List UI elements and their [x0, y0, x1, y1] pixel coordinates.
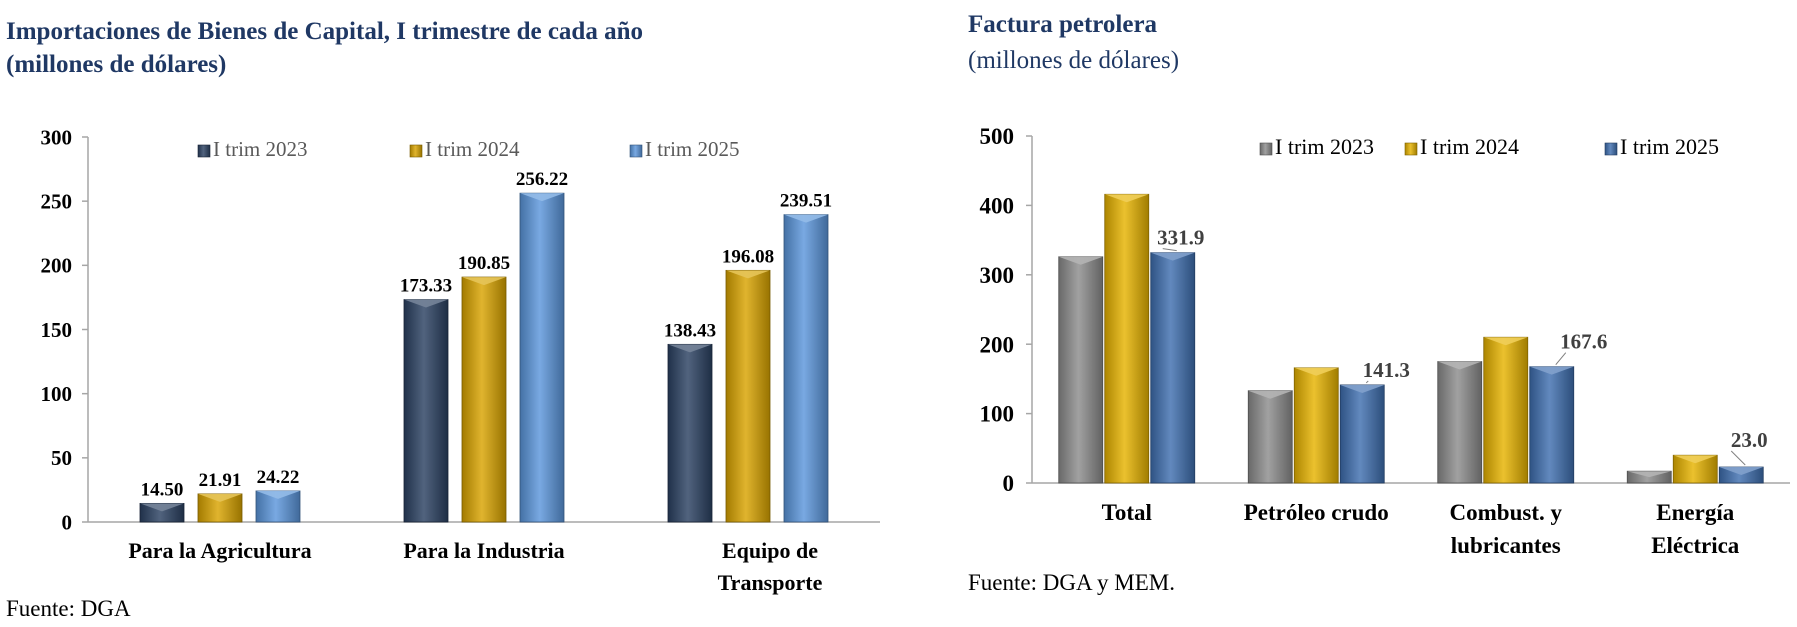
- category-label: Para la Agricultura: [128, 538, 311, 563]
- bar-cap: [1248, 390, 1293, 399]
- legend-label: I trim 2024: [425, 137, 520, 161]
- category-label: lubricantes: [1451, 533, 1561, 558]
- category-label: Petróleo crudo: [1244, 500, 1389, 525]
- chart-source: Fuente: DGA: [6, 596, 131, 621]
- chart-subtitle: (millones de dólares): [6, 51, 227, 78]
- bar-cap: [1340, 384, 1385, 393]
- bar-cap: [1483, 337, 1528, 346]
- data-label: 23.0: [1731, 428, 1768, 452]
- y-tick-label: 300: [980, 263, 1015, 288]
- bar-cap: [1294, 367, 1339, 376]
- bar-cap: [1437, 361, 1482, 370]
- data-label: 173.33: [400, 276, 452, 297]
- legend-swatch: [629, 144, 643, 158]
- capital-goods-bar-chart: 0 50 100 150 200 250 300 14.50 173.33 138.43 21.91…: [41, 125, 880, 595]
- bar-cap: [726, 270, 770, 279]
- chart-title: Factura petrolera: [968, 11, 1158, 38]
- oil-bill-panel: Factura petrolera (millones de dólares) …: [960, 0, 1797, 627]
- bar-cap: [668, 344, 712, 353]
- bar-cap: [404, 299, 448, 308]
- legend-swatch: [1604, 142, 1618, 156]
- bar-cap: [1719, 467, 1764, 476]
- bar: [1293, 367, 1339, 484]
- bar-cap: [198, 493, 242, 502]
- legend-swatch: [197, 144, 211, 158]
- bar-cap: [140, 503, 184, 512]
- data-label: 141.3: [1363, 358, 1410, 382]
- y-tick-label: 0: [1003, 471, 1015, 496]
- capital-goods-imports-panel: Importaciones de Bienes de Capital, I tr…: [6, 18, 880, 621]
- data-label-leader: [1162, 248, 1177, 252]
- legend-swatch: [1259, 142, 1273, 156]
- bar: [1247, 390, 1293, 484]
- data-label: 331.9: [1157, 226, 1204, 250]
- y-tick-label: 300: [41, 125, 73, 149]
- category-label: Eléctrica: [1651, 533, 1740, 558]
- data-label: 138.43: [664, 320, 716, 341]
- bar: [725, 269, 771, 523]
- bar-cap: [1627, 471, 1672, 478]
- data-label: 14.50: [141, 479, 184, 500]
- bar: [1437, 361, 1483, 484]
- bar-cap: [784, 214, 828, 223]
- y-tick-label: 150: [41, 318, 73, 342]
- y-tick-label: 100: [980, 402, 1015, 427]
- bar: [1483, 336, 1529, 484]
- legend-label: I trim 2025: [1620, 134, 1719, 159]
- y-tick-label: 200: [41, 254, 73, 278]
- data-label: 21.91: [199, 470, 242, 491]
- legend-swatch: [1404, 142, 1418, 156]
- chart-source: Fuente: DGA y MEM.: [968, 570, 1175, 595]
- data-label: 239.51: [780, 191, 832, 212]
- legend-swatch: [409, 144, 423, 158]
- legend-label: I trim 2023: [213, 137, 308, 161]
- category-label: Para la Industria: [403, 538, 564, 563]
- bar-cap: [1150, 252, 1195, 261]
- bar-cap: [256, 490, 300, 499]
- category-label: Energía: [1656, 500, 1734, 525]
- bar-cap: [1058, 256, 1103, 265]
- oil-bill-bar-chart: 0 100 200 300 400 500 331.9 141.3 167.6 23.0 Total…: [980, 124, 1790, 558]
- bar: [783, 214, 829, 523]
- legend-label: I trim 2023: [1275, 134, 1374, 159]
- category-label: Combust. y: [1450, 500, 1563, 525]
- data-label-leader: [1365, 380, 1369, 384]
- data-label: 190.85: [458, 253, 510, 274]
- bar-cap: [462, 277, 506, 286]
- y-tick-label: 0: [62, 510, 73, 534]
- category-label: Equipo de: [722, 538, 818, 563]
- bar: [519, 192, 565, 523]
- data-label: 24.22: [257, 467, 300, 488]
- y-tick-label: 400: [980, 193, 1015, 218]
- category-label: Total: [1102, 500, 1152, 525]
- data-label: 196.08: [722, 246, 774, 267]
- bar: [461, 276, 507, 523]
- bar: [1104, 193, 1150, 484]
- category-label: Transporte: [718, 570, 823, 595]
- bar-cap: [1673, 455, 1718, 464]
- y-tick-label: 100: [41, 382, 73, 406]
- chart-subtitle: (millones de dólares): [968, 47, 1180, 74]
- bar: [1150, 252, 1196, 484]
- y-tick-label: 200: [980, 332, 1015, 357]
- legend-label: I trim 2025: [645, 137, 740, 161]
- bar: [1529, 366, 1575, 484]
- chart-title: Importaciones de Bienes de Capital, I tr…: [6, 18, 643, 45]
- bar-cap: [520, 193, 564, 202]
- data-label: 256.22: [516, 169, 568, 190]
- bar: [403, 299, 449, 523]
- bar-cap: [1104, 194, 1149, 203]
- legend-label: I trim 2024: [1420, 134, 1519, 159]
- bar: [1058, 256, 1104, 484]
- y-tick-label: 500: [980, 124, 1015, 149]
- bar: [1339, 384, 1385, 484]
- bar-cap: [1529, 366, 1574, 375]
- y-tick-label: 250: [41, 190, 73, 214]
- bar: [667, 343, 713, 523]
- data-label-leader: [1555, 352, 1567, 366]
- data-label: 167.6: [1560, 330, 1607, 354]
- y-tick-label: 50: [51, 446, 72, 470]
- data-label-leader: [1730, 450, 1746, 466]
